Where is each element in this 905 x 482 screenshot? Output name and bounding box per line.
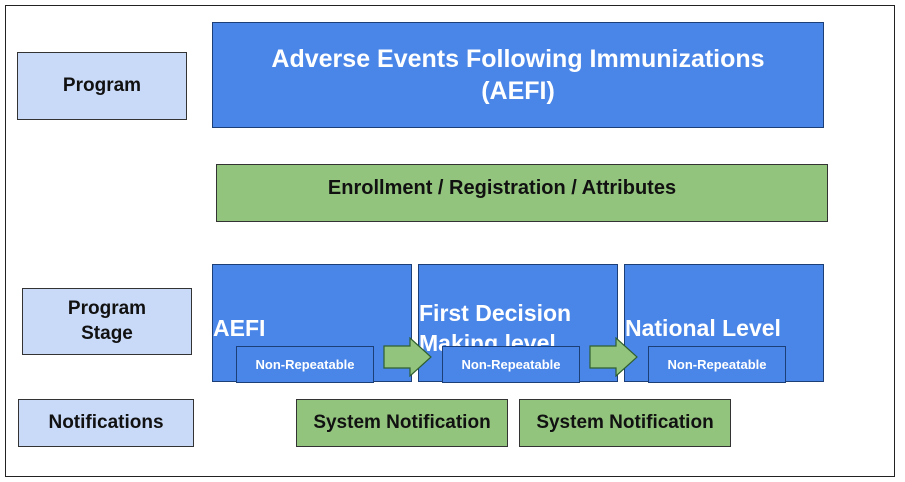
enrollment-box: Enrollment / Registration / Attributes	[216, 164, 828, 222]
right-arrow-icon	[589, 337, 638, 377]
stage-title: AEFI	[213, 315, 266, 342]
non-repeatable-badge: Non-Repeatable	[236, 346, 374, 383]
program-stage-label: Program Stage	[22, 288, 192, 355]
non-repeatable-badge: Non-Repeatable	[442, 346, 580, 383]
stage-title-line1: First Decision	[419, 300, 572, 327]
program-stage-label-line2: Stage	[81, 322, 133, 344]
enrollment-text: Enrollment / Registration / Attributes	[327, 176, 677, 199]
notification-text: System Notification	[536, 412, 714, 433]
program-title-line2: (AEFI)	[481, 77, 555, 105]
program-box: Adverse Events Following Immunizations (…	[212, 22, 824, 128]
non-repeatable-badge: Non-Repeatable	[648, 346, 786, 383]
notification-text: System Notification	[313, 412, 491, 433]
program-title-line1: Adverse Events Following Immunizations	[271, 44, 765, 73]
badge-text: Non-Repeatable	[667, 357, 767, 372]
badge-text: Non-Repeatable	[461, 357, 561, 372]
system-notification-box: System Notification	[296, 399, 508, 447]
program-stage-label-line1: Program	[67, 297, 147, 319]
right-arrow-icon	[383, 337, 432, 377]
notifications-label: Notifications	[18, 399, 194, 447]
notifications-label-text: Notifications	[48, 411, 164, 433]
program-label-text: Program	[62, 74, 142, 96]
badge-text: Non-Repeatable	[255, 357, 355, 372]
program-label: Program	[17, 52, 187, 120]
stage-title: National Level	[625, 315, 781, 342]
system-notification-box: System Notification	[519, 399, 731, 447]
